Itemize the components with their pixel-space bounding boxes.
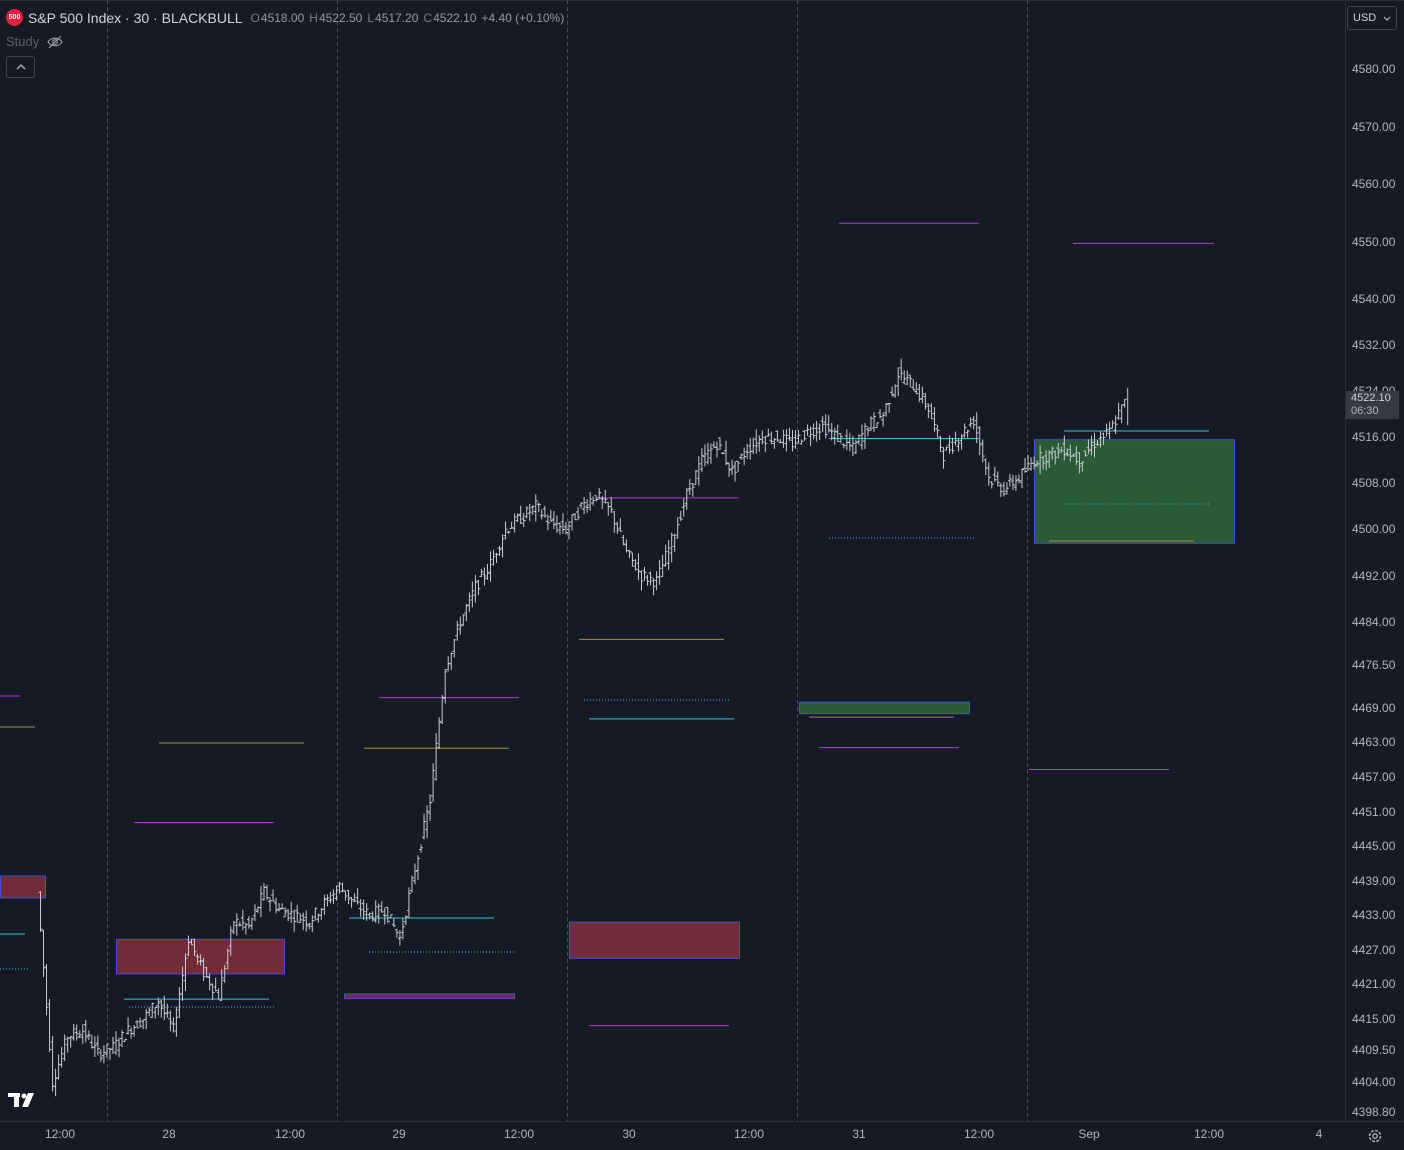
price-tick-label: 4508.00 (1352, 476, 1396, 491)
eye-off-icon[interactable] (47, 35, 63, 49)
time-tick-label: 12:00 (1193, 1127, 1225, 1141)
price-tick-label: 4500.00 (1352, 522, 1396, 537)
price-tick-label: 4427.00 (1352, 942, 1396, 957)
price-tick-label: 4469.00 (1352, 700, 1396, 715)
time-tick-label: 28 (162, 1127, 176, 1141)
chevron-down-icon (1383, 16, 1391, 21)
price-tick-label: 4540.00 (1352, 292, 1396, 307)
supply-zone (0, 875, 46, 899)
price-tick-label: 4550.00 (1352, 234, 1396, 249)
collapse-legend-button[interactable] (6, 56, 35, 78)
session-separators (107, 0, 1028, 1121)
gear-icon[interactable] (1366, 1127, 1384, 1145)
open-label: O (250, 10, 260, 25)
time-tick-label: 29 (392, 1127, 406, 1141)
price-tick-label: 4404.00 (1352, 1075, 1396, 1090)
last-price-label: 4522.10 (1351, 392, 1391, 404)
time-tick-label: 12:00 (733, 1127, 765, 1141)
price-tick-label: 4532.00 (1352, 338, 1396, 353)
price-tick-label: 4476.50 (1352, 657, 1396, 672)
demand-zone (799, 701, 970, 715)
axis-frame (0, 0, 1404, 1122)
tradingview-logo[interactable] (8, 1091, 40, 1114)
price-tick-label: 4516.00 (1352, 430, 1396, 445)
low-value: L4517.20 (367, 10, 419, 25)
price-tick-label: 4580.00 (1352, 62, 1396, 76)
time-tick-label: 12:00 (44, 1127, 76, 1141)
bar-countdown: 06:30 (1351, 405, 1379, 417)
price-tick-label: 4451.00 (1352, 804, 1396, 819)
low-label: L (367, 10, 375, 25)
supply-zone (569, 921, 740, 959)
price-tick-label: 4445.00 (1352, 839, 1396, 854)
price-tick-label: 4463.00 (1352, 735, 1396, 750)
time-tick-label: 30 (622, 1127, 636, 1141)
price-tick-label: 4457.00 (1352, 769, 1396, 784)
open-value: O4518.00 (250, 10, 305, 25)
time-tick-label: Sep (1078, 1127, 1100, 1141)
price-tick-label: 4439.00 (1352, 873, 1396, 888)
last-price-tag: 4522.10 06:30 (1346, 391, 1399, 419)
demand-zone (1034, 439, 1235, 544)
price-tick-label: 4560.00 (1352, 177, 1396, 192)
price-tick-label: 4398.80 (1352, 1105, 1396, 1119)
close-value: C4522.10 (423, 10, 477, 25)
currency-label: USD (1353, 12, 1377, 24)
close-label: C (423, 10, 433, 25)
time-tick-label: 12:00 (963, 1127, 995, 1141)
symbol-legend: 500 S&P 500 Index · 30 · BLACKBULL O4518… (6, 9, 564, 26)
supply-zone (344, 993, 515, 1000)
ohlc-bars (38, 358, 1129, 1097)
time-tick-label: 12:00 (274, 1127, 306, 1141)
price-tick-label: 4433.00 (1352, 908, 1396, 923)
symbol-logo-icon[interactable]: 500 (6, 9, 23, 26)
supply-demand-zones (0, 439, 1235, 1000)
price-tick-label: 4409.50 (1352, 1043, 1396, 1058)
price-tick-label: 4415.00 (1352, 1011, 1396, 1026)
high-value: H4522.50 (309, 10, 363, 25)
study-label: Study (6, 34, 40, 49)
price-tick-label: 4421.00 (1352, 977, 1396, 992)
high-label: H (309, 10, 318, 25)
chevron-up-icon (16, 64, 25, 70)
time-tick-label: 4 (1315, 1127, 1323, 1141)
level-lines (0, 222, 1214, 1027)
price-tick-label: 4570.00 (1352, 119, 1396, 134)
time-tick-label: 31 (852, 1127, 866, 1141)
time-tick-label: 12:00 (503, 1127, 535, 1141)
currency-selector[interactable]: USD (1347, 6, 1397, 30)
symbol-title[interactable]: S&P 500 Index · 30 · BLACKBULL (28, 9, 243, 26)
change-value: +4.40 (+0.10%) (481, 10, 565, 25)
price-tick-label: 4492.00 (1352, 568, 1396, 583)
price-tick-label: 4484.00 (1352, 614, 1396, 629)
study-legend[interactable]: Study (6, 34, 63, 49)
